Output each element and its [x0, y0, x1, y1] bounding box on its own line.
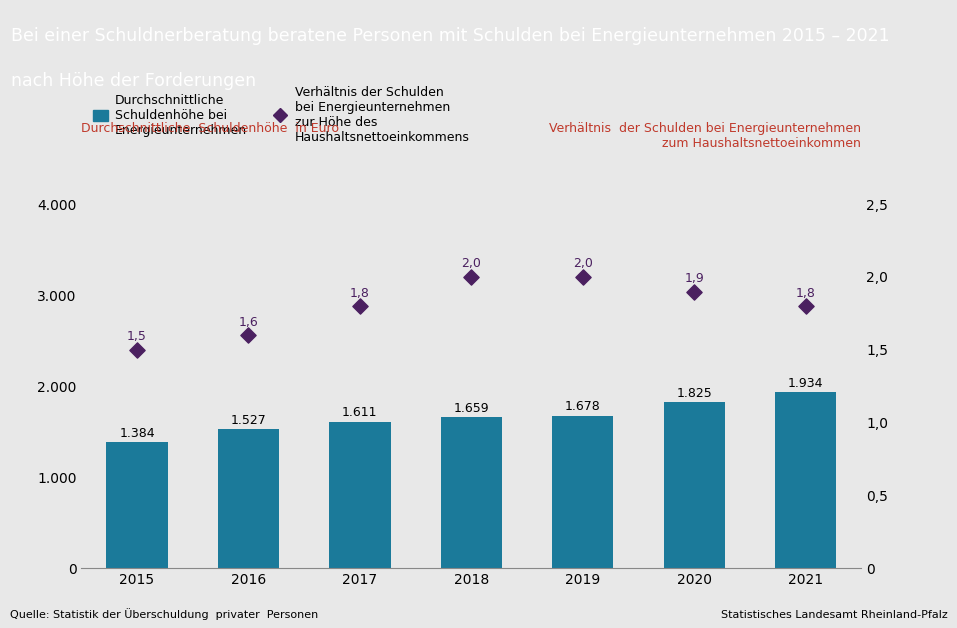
Text: 1,9: 1,9	[684, 272, 704, 285]
Point	[352, 301, 367, 311]
Point	[798, 301, 813, 311]
Text: Verhältnis  der Schulden bei Energieunternehmen
zum Haushaltsnettoeinkommen: Verhältnis der Schulden bei Energieunter…	[549, 122, 861, 151]
Text: 1,8: 1,8	[350, 286, 369, 300]
Text: 1,6: 1,6	[238, 316, 258, 328]
Point	[575, 272, 590, 282]
Text: 1.678: 1.678	[565, 400, 601, 413]
Bar	[106, 442, 167, 568]
Point	[464, 272, 479, 282]
Text: 2,0: 2,0	[461, 257, 481, 271]
Text: 1.825: 1.825	[677, 387, 712, 399]
Text: 1.527: 1.527	[231, 414, 266, 427]
Point	[241, 330, 256, 340]
Text: 1,8: 1,8	[795, 286, 815, 300]
Text: 1.659: 1.659	[454, 402, 489, 414]
Text: 1.611: 1.611	[343, 406, 378, 419]
Point	[686, 286, 701, 296]
Bar	[552, 416, 613, 568]
Text: 2,0: 2,0	[573, 257, 592, 271]
Text: 1.384: 1.384	[120, 427, 155, 440]
Legend: Durchschnittliche
Schuldenhöhe bei
Energieunternehmen, Verhältnis der Schulden
b: Durchschnittliche Schuldenhöhe bei Energ…	[88, 81, 475, 149]
Text: nach Höhe der Forderungen: nach Höhe der Forderungen	[11, 72, 256, 90]
Text: Statistisches Landesamt Rheinland-Pfalz: Statistisches Landesamt Rheinland-Pfalz	[721, 610, 947, 620]
Bar	[775, 392, 836, 568]
Text: Bei einer Schuldnerberatung beratene Personen mit Schulden bei Energieunternehme: Bei einer Schuldnerberatung beratene Per…	[11, 27, 890, 45]
Text: 1,5: 1,5	[127, 330, 147, 344]
Text: Quelle: Statistik der Überschuldung  privater  Personen: Quelle: Statistik der Überschuldung priv…	[10, 609, 318, 620]
Bar	[329, 421, 390, 568]
Bar	[663, 402, 724, 568]
Text: Durchschnittliche  Schuldenhöhe  in Euro: Durchschnittliche Schuldenhöhe in Euro	[81, 122, 340, 136]
Point	[129, 345, 145, 355]
Bar	[440, 417, 502, 568]
Text: 1.934: 1.934	[788, 377, 823, 390]
Bar	[218, 430, 279, 568]
